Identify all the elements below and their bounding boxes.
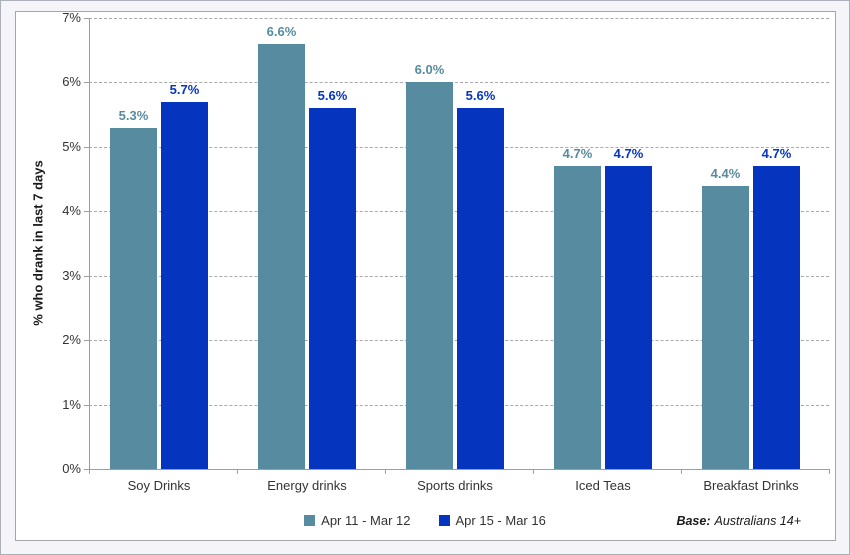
legend-item: Apr 15 - Mar 16 xyxy=(438,513,546,528)
x-category-label: Sports drinks xyxy=(417,478,493,493)
bar-apr-15-mar-16 xyxy=(753,166,800,469)
base-note-text: Australians 14+ xyxy=(714,514,801,528)
y-axis-line xyxy=(89,18,90,469)
x-category-label: Energy drinks xyxy=(267,478,347,493)
bar-apr-15-mar-16 xyxy=(605,166,652,469)
bar-value-label: 6.6% xyxy=(266,23,297,39)
bar-value-label: 5.6% xyxy=(317,88,348,104)
y-tick-mark xyxy=(84,146,89,148)
bar-apr-11-mar-12 xyxy=(702,185,749,469)
y-tick-label: 0% xyxy=(62,461,81,476)
x-tick-mark xyxy=(681,469,682,474)
x-category-label: Breakfast Drinks xyxy=(703,478,799,493)
bar-apr-11-mar-12 xyxy=(258,43,305,469)
x-tick-mark xyxy=(829,469,830,474)
y-tick-mark xyxy=(84,275,89,277)
bar-apr-15-mar-16 xyxy=(457,108,504,469)
x-tick-mark xyxy=(237,469,238,474)
x-category-label: Soy Drinks xyxy=(127,478,191,493)
y-tick-label: 5% xyxy=(62,138,81,154)
legend-item: Apr 11 - Mar 12 xyxy=(304,513,411,528)
bar-apr-11-mar-12 xyxy=(406,82,453,469)
y-tick-label: 1% xyxy=(62,396,81,412)
legend: Apr 11 - Mar 12 Apr 15 - Mar 16 xyxy=(1,513,849,528)
legend-swatch-icon xyxy=(304,515,316,526)
bar-value-label: 6.0% xyxy=(414,62,445,78)
bar-value-label: 5.6% xyxy=(465,88,496,104)
x-axis-line xyxy=(89,469,829,470)
bar-apr-11-mar-12 xyxy=(554,166,601,469)
y-tick-label: 6% xyxy=(62,74,81,90)
bar-apr-15-mar-16 xyxy=(161,101,208,469)
bar-value-label: 5.7% xyxy=(169,81,200,97)
y-tick-mark xyxy=(84,18,89,19)
gridline xyxy=(89,82,829,84)
y-tick-mark xyxy=(84,82,89,84)
legend-label: Apr 11 - Mar 12 xyxy=(321,513,411,528)
y-tick-label: 4% xyxy=(62,203,81,219)
y-axis-title: % who drank in last 7 days xyxy=(30,160,46,326)
x-tick-mark xyxy=(89,469,90,474)
x-tick-mark xyxy=(385,469,386,474)
x-tick-mark xyxy=(533,469,534,474)
y-tick-mark xyxy=(84,469,89,470)
gridline xyxy=(89,18,829,19)
bar-value-label: 4.7% xyxy=(613,146,644,162)
bar-value-label: 4.7% xyxy=(562,146,593,162)
y-tick-label: 3% xyxy=(62,267,81,283)
y-tick-label: 2% xyxy=(62,332,81,348)
y-tick-mark xyxy=(84,340,89,342)
base-note-label: Base: xyxy=(676,514,711,528)
base-note: Base: Australians 14+ xyxy=(676,514,801,528)
legend-label: Apr 15 - Mar 16 xyxy=(455,513,546,528)
y-tick-mark xyxy=(84,211,89,213)
y-tick-label: 7% xyxy=(62,10,81,25)
bar-value-label: 4.7% xyxy=(761,146,792,162)
bar-apr-11-mar-12 xyxy=(110,127,157,469)
y-tick-mark xyxy=(84,404,89,406)
x-category-label: Iced Teas xyxy=(575,478,631,493)
bar-apr-15-mar-16 xyxy=(309,108,356,469)
bar-value-label: 5.3% xyxy=(118,107,149,123)
legend-swatch-icon xyxy=(438,515,450,526)
bar-value-label: 4.4% xyxy=(710,165,741,181)
